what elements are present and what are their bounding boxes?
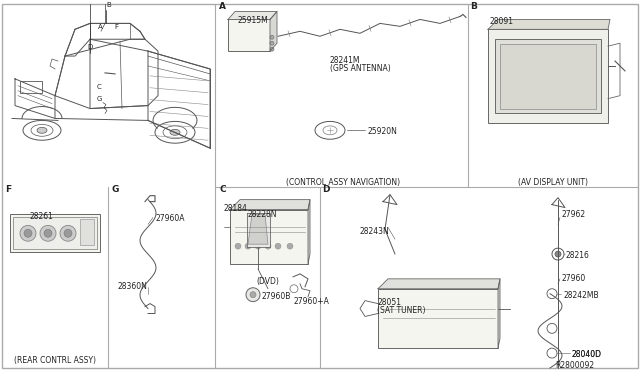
Text: A: A (98, 24, 103, 31)
Text: (AV DISPLAY UNIT): (AV DISPLAY UNIT) (518, 178, 588, 187)
Text: R2800092: R2800092 (555, 361, 594, 370)
Polygon shape (230, 200, 310, 209)
Text: 28243N: 28243N (360, 227, 390, 236)
Text: 28216: 28216 (565, 251, 589, 260)
Circle shape (255, 243, 261, 249)
Text: (SAT TUNER): (SAT TUNER) (377, 305, 426, 315)
Polygon shape (228, 12, 277, 19)
Text: D: D (322, 185, 330, 194)
Text: 28184: 28184 (224, 203, 248, 212)
Circle shape (235, 243, 241, 249)
Polygon shape (270, 12, 277, 51)
Circle shape (64, 229, 72, 237)
Circle shape (24, 229, 32, 237)
Text: (CONTROL ASSY NAVIGATION): (CONTROL ASSY NAVIGATION) (286, 178, 400, 187)
Text: B: B (106, 1, 111, 7)
Circle shape (287, 243, 293, 249)
Text: 27962: 27962 (562, 209, 586, 218)
Bar (80, 219, 94, 245)
Circle shape (555, 251, 561, 257)
Circle shape (265, 243, 271, 249)
Text: G: G (97, 96, 102, 102)
Text: B: B (470, 1, 477, 10)
Circle shape (270, 47, 274, 51)
Text: G: G (112, 185, 120, 194)
Text: 28040D: 28040D (572, 350, 602, 359)
Bar (13, 218, 97, 249)
Polygon shape (247, 212, 270, 247)
Circle shape (60, 225, 76, 241)
Polygon shape (488, 19, 610, 29)
Circle shape (270, 41, 274, 45)
Text: (DVD): (DVD) (257, 277, 280, 286)
Polygon shape (498, 279, 500, 348)
Polygon shape (308, 200, 310, 264)
Text: 28091: 28091 (490, 17, 514, 26)
Circle shape (246, 288, 260, 302)
Circle shape (250, 292, 256, 298)
Text: 28040D: 28040D (572, 350, 602, 359)
Circle shape (245, 243, 251, 249)
Circle shape (20, 225, 36, 241)
Text: (GPS ANTENNA): (GPS ANTENNA) (330, 64, 391, 73)
Text: C: C (97, 84, 102, 90)
Text: 25920N: 25920N (367, 127, 397, 137)
Text: 28360N: 28360N (118, 282, 148, 291)
Text: 28261: 28261 (30, 212, 54, 221)
Text: 27960+A: 27960+A (293, 296, 329, 306)
Bar (230, 209, 308, 264)
Polygon shape (378, 279, 500, 289)
Text: 25915M: 25915M (238, 16, 269, 25)
Bar (500, 44, 596, 109)
Text: 28228N: 28228N (247, 209, 276, 218)
Text: F: F (114, 24, 118, 31)
Circle shape (270, 35, 274, 39)
Bar (10, 215, 100, 252)
Ellipse shape (37, 127, 47, 133)
Text: 28241M: 28241M (330, 56, 360, 65)
Text: 27960B: 27960B (262, 292, 291, 301)
Circle shape (40, 225, 56, 241)
Bar (495, 39, 601, 113)
Text: 27960: 27960 (562, 274, 586, 283)
Text: A: A (219, 1, 226, 10)
Circle shape (44, 229, 52, 237)
Text: 28051: 28051 (377, 298, 401, 307)
Bar (378, 289, 498, 348)
Bar (20, 81, 42, 93)
Polygon shape (248, 215, 268, 244)
Bar (228, 19, 270, 51)
Ellipse shape (170, 129, 180, 135)
Text: D: D (87, 44, 92, 50)
Bar (488, 29, 608, 124)
Text: (REAR CONTRL ASSY): (REAR CONTRL ASSY) (14, 356, 96, 365)
Text: 27960A: 27960A (155, 215, 184, 224)
Text: F: F (5, 185, 11, 194)
Text: C: C (219, 185, 226, 194)
Text: 28242MB: 28242MB (563, 291, 598, 300)
Circle shape (275, 243, 281, 249)
